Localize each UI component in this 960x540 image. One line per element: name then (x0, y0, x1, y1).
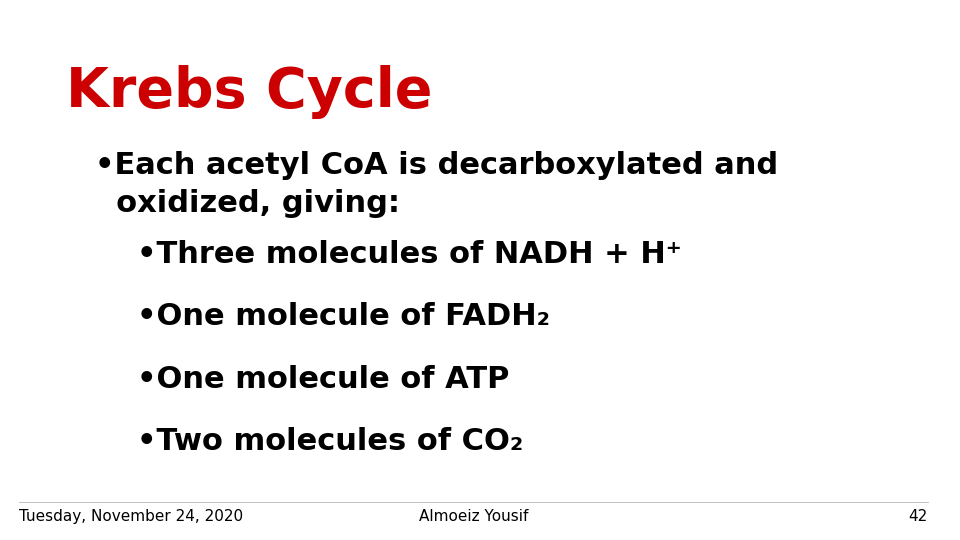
Text: •Each acetyl CoA is decarboxylated and
  oxidized, giving:: •Each acetyl CoA is decarboxylated and o… (95, 151, 778, 218)
Text: •One molecule of FADH₂: •One molecule of FADH₂ (137, 302, 550, 332)
Text: 42: 42 (908, 509, 927, 524)
Text: •One molecule of ATP: •One molecule of ATP (137, 364, 510, 394)
Text: •Two molecules of CO₂: •Two molecules of CO₂ (137, 427, 523, 456)
Text: Krebs Cycle: Krebs Cycle (66, 65, 433, 119)
Text: •Three molecules of NADH + H⁺: •Three molecules of NADH + H⁺ (137, 240, 682, 269)
Text: Tuesday, November 24, 2020: Tuesday, November 24, 2020 (19, 509, 243, 524)
Text: Almoeiz Yousif: Almoeiz Yousif (419, 509, 528, 524)
